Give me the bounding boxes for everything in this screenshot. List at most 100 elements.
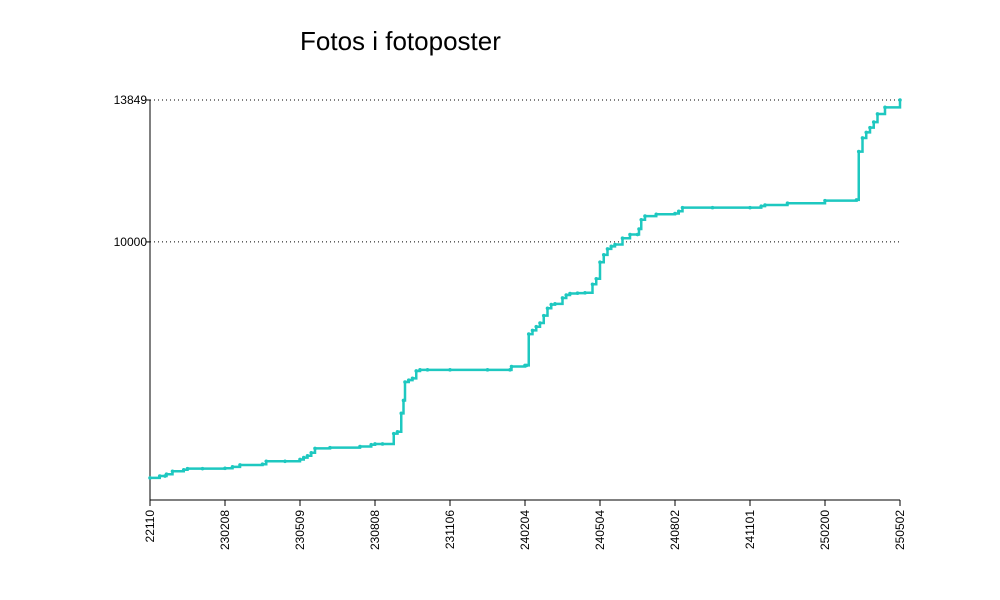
data-point (676, 209, 681, 214)
data-point (358, 444, 362, 449)
data-point (298, 457, 302, 462)
data-point (508, 368, 512, 372)
data-point (181, 467, 186, 472)
data-point (759, 204, 764, 208)
axes (149, 100, 900, 501)
data-point (545, 306, 550, 311)
data-point (639, 217, 644, 222)
data-point (628, 232, 632, 237)
data-point (854, 198, 859, 202)
data-point (609, 244, 614, 249)
data-point (785, 201, 790, 205)
x-tick-label-4: 231106 (443, 510, 457, 549)
data-point (568, 291, 572, 296)
x-tick-label-9: 250200 (818, 510, 832, 550)
x-tick-label-5: 240204 (518, 510, 532, 550)
data-point (541, 313, 546, 318)
y-tick-label-1: 13849 (114, 93, 148, 107)
chart-title: Fotos i fotoposter (300, 26, 501, 56)
data-point (613, 242, 617, 247)
data-point (883, 105, 887, 110)
data-point (238, 463, 242, 467)
data-point (560, 296, 565, 300)
data-point (635, 232, 640, 237)
data-point (575, 291, 580, 295)
data-point (148, 476, 152, 480)
data-point (748, 205, 752, 210)
data-point (594, 276, 599, 281)
data-point (583, 290, 587, 295)
data-point (403, 380, 407, 384)
data-point (164, 472, 169, 476)
data-point (637, 227, 641, 231)
data-point (875, 112, 880, 116)
data-point (524, 363, 529, 368)
data-point (414, 369, 419, 373)
data-point (856, 149, 861, 154)
data-point (260, 462, 265, 467)
data-point (763, 203, 767, 207)
data-point (871, 120, 876, 124)
data-point (399, 411, 404, 416)
data-point (418, 368, 422, 372)
data-point (391, 431, 396, 436)
data-point (654, 212, 659, 217)
data-point (509, 364, 514, 369)
data-point (530, 328, 535, 333)
data-point (673, 211, 677, 216)
data-point (898, 98, 902, 102)
y-tick-label-0: 10000 (114, 235, 148, 249)
x-tick-label-0: 22110 (143, 510, 157, 543)
data-point (680, 205, 685, 210)
data-point (868, 125, 872, 130)
data-point (305, 453, 310, 458)
data-point (157, 474, 162, 478)
data-point (549, 302, 554, 307)
x-tick-label-8: 241101 (743, 510, 757, 549)
x-tick-label-1: 230208 (218, 510, 232, 550)
data-point (380, 442, 385, 446)
data-point (643, 214, 647, 218)
data-point (601, 253, 606, 257)
data-point (309, 451, 314, 455)
data-point (823, 198, 827, 203)
data-point (313, 446, 317, 451)
data-point (526, 332, 531, 336)
series-line-0 (150, 100, 902, 480)
data-point (328, 445, 332, 450)
data-point (200, 466, 205, 471)
data-point (185, 466, 190, 471)
x-tick-label-7: 240802 (668, 510, 682, 550)
data-point (301, 455, 306, 460)
data-point (564, 293, 569, 297)
data-point (485, 368, 490, 372)
y-tick-labels: 10000 13849 (114, 93, 150, 249)
data-point (448, 368, 452, 372)
data-point (605, 247, 610, 251)
data-point (230, 465, 235, 469)
data-point (406, 378, 411, 382)
data-point (395, 429, 400, 434)
data-point (860, 136, 865, 140)
data-point (369, 442, 374, 447)
data-point (534, 324, 539, 329)
data-point (598, 260, 602, 264)
series-layer (148, 98, 902, 480)
data-point (401, 398, 406, 403)
data-point (170, 469, 175, 474)
data-point (425, 368, 430, 372)
data-point (223, 466, 227, 471)
data-point (590, 282, 595, 287)
x-tick-labels: 22110 230208 230509 230808 231106 240204 24050… (143, 500, 907, 550)
data-point (620, 236, 625, 241)
data-point (864, 130, 869, 135)
data-point (410, 376, 415, 381)
data-point (710, 205, 715, 210)
x-tick-label-6: 240504 (593, 510, 607, 550)
x-tick-label-10: 250502 (893, 510, 907, 550)
x-tick-label-3: 230808 (368, 510, 382, 550)
data-point (538, 321, 542, 325)
data-point (283, 459, 287, 464)
grid-lines (150, 99, 900, 243)
